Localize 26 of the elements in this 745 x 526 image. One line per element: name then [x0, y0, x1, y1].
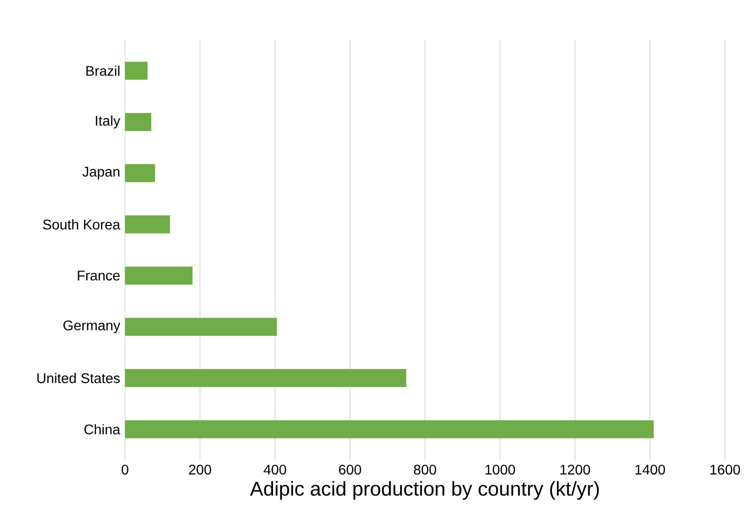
bar	[125, 62, 148, 80]
bar	[125, 369, 406, 388]
y-tick-label: China	[84, 424, 120, 434]
bar	[125, 420, 654, 438]
y-tick-label: Japan	[82, 166, 120, 180]
bar	[125, 112, 152, 131]
x-tick-label: 800	[414, 464, 436, 475]
x-tick-label: 400	[264, 464, 286, 475]
bar	[125, 164, 156, 182]
y-tick-label: Brazil	[86, 66, 120, 76]
y-tick-label: United States	[37, 372, 120, 384]
x-tick-label: 600	[339, 464, 362, 475]
x-tick-label: 0	[122, 464, 128, 475]
y-tick-label: South Korea	[43, 219, 120, 230]
bar	[125, 266, 193, 285]
y-tick-label: Germany	[63, 320, 120, 334]
y-tick-label: France	[78, 270, 120, 280]
x-tick-label: 200	[189, 464, 212, 475]
x-axis-title: Adipic acid production by country (kt/yr)	[250, 481, 599, 500]
bar	[125, 318, 277, 336]
x-tick-label: 1400	[635, 464, 666, 475]
x-tick-label: 1200	[560, 464, 590, 475]
bar	[125, 215, 170, 234]
x-tick-label: 1000	[485, 464, 516, 475]
y-tick-label: Italy	[96, 115, 120, 128]
x-tick-label: 1600	[710, 464, 740, 475]
